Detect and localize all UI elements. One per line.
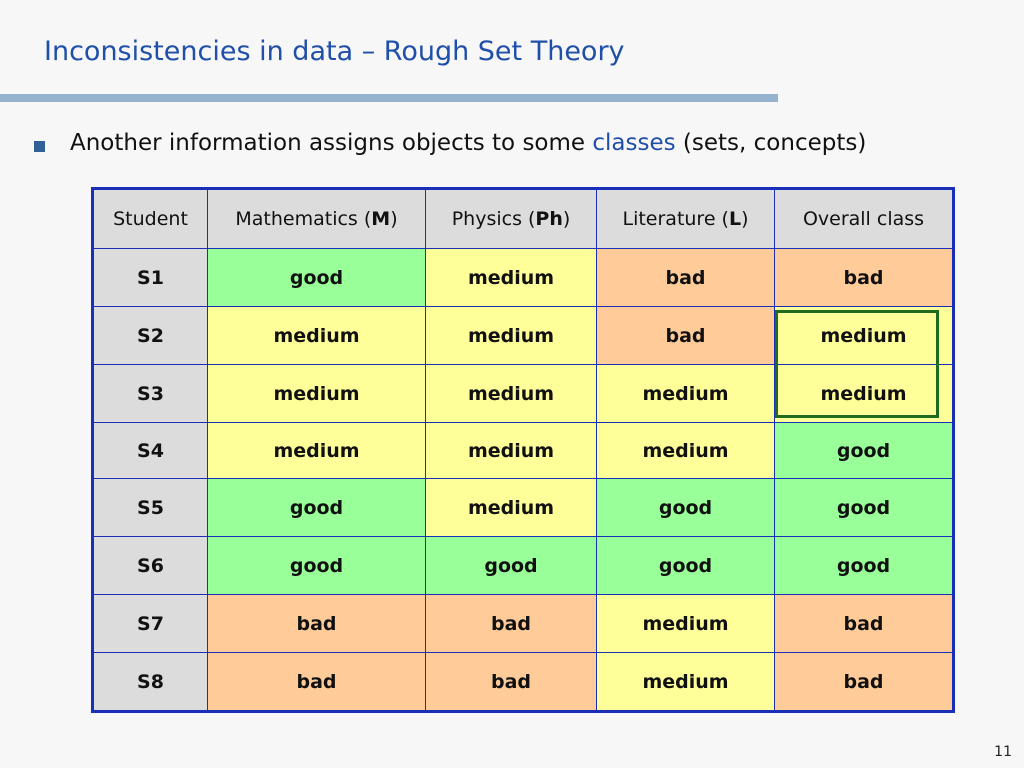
header-student: Student (92, 188, 208, 249)
table-row: S7 bad bad medium bad (92, 594, 954, 653)
bullet-text-end: (sets, concepts) (675, 130, 867, 156)
class-cell: bad (774, 594, 954, 653)
header-literature: Literature (L) (596, 188, 775, 249)
header-physics-abbr: Ph (535, 208, 563, 230)
grade-cell: medium (596, 364, 775, 423)
grade-cell: medium (425, 478, 597, 537)
grade-cell: medium (207, 364, 426, 423)
student-id-cell: S1 (92, 248, 208, 307)
header-mathematics-suffix: ) (390, 208, 398, 230)
student-id-cell: S6 (92, 536, 208, 595)
student-grades-table: Student Mathematics (M) Physics (Ph) Lit… (91, 187, 955, 713)
class-cell: medium (774, 364, 954, 423)
header-overall-class-label: Overall class (802, 208, 925, 230)
student-id-cell: S4 (92, 422, 208, 479)
grade-cell: medium (425, 306, 597, 365)
title-underline-bar (0, 94, 778, 102)
grade-cell: bad (207, 652, 426, 712)
table-row: S4 medium medium medium good (92, 422, 954, 479)
bullet-text-start: Another information assigns objects to s… (70, 130, 593, 156)
grade-cell: bad (425, 652, 597, 712)
grade-cell: good (207, 536, 426, 595)
bullet-highlight-classes: classes (592, 130, 676, 156)
table-row: S5 good medium good good (92, 478, 954, 537)
grade-cell: good (425, 536, 597, 595)
class-cell: good (774, 536, 954, 595)
header-physics-label: Physics ( (451, 208, 536, 230)
grade-cell: medium (596, 652, 775, 712)
header-mathematics-abbr: M (371, 208, 391, 230)
grade-cell: bad (207, 594, 426, 653)
class-cell: bad (774, 652, 954, 712)
page-number: 11 (994, 744, 1012, 760)
grade-cell: medium (596, 422, 775, 479)
grade-cell: medium (207, 422, 426, 479)
grade-cell: bad (596, 306, 775, 365)
table-row: S3 medium medium medium medium (92, 364, 954, 423)
grade-cell: bad (425, 594, 597, 653)
grade-cell: medium (425, 364, 597, 423)
square-bullet-icon (34, 141, 45, 152)
grade-cell: good (207, 248, 426, 307)
table-row: S1 good medium bad bad (92, 248, 954, 307)
student-id-cell: S3 (92, 364, 208, 423)
grade-cell: medium (425, 248, 597, 307)
table-row: S6 good good good good (92, 536, 954, 595)
table-row: S2 medium medium bad medium (92, 306, 954, 365)
header-literature-suffix: ) (741, 208, 749, 230)
header-literature-label: Literature ( (622, 208, 729, 230)
grade-cell: medium (425, 422, 597, 479)
header-overall-class: Overall class (774, 188, 954, 249)
class-cell: good (774, 422, 954, 479)
student-id-cell: S8 (92, 652, 208, 712)
header-mathematics: Mathematics (M) (207, 188, 426, 249)
header-literature-abbr: L (728, 208, 742, 230)
grade-cell: good (596, 478, 775, 537)
class-cell: bad (774, 248, 954, 307)
header-physics: Physics (Ph) (425, 188, 597, 249)
grade-cell: medium (596, 594, 775, 653)
grade-cell: good (207, 478, 426, 537)
student-id-cell: S7 (92, 594, 208, 653)
grade-cell: medium (207, 306, 426, 365)
header-mathematics-label: Mathematics ( (235, 208, 372, 230)
table-row: S8 bad bad medium bad (92, 652, 954, 712)
student-id-cell: S5 (92, 478, 208, 537)
student-id-cell: S2 (92, 306, 208, 365)
bullet-text: Another information assigns objects to s… (70, 130, 866, 156)
class-cell: good (774, 478, 954, 537)
grade-cell: good (596, 536, 775, 595)
grade-cell: bad (596, 248, 775, 307)
header-physics-suffix: ) (562, 208, 571, 230)
header-student-label: Student (113, 208, 188, 230)
header-row: Student Mathematics (M) Physics (Ph) Lit… (92, 188, 954, 249)
slide-title: Inconsistencies in data – Rough Set Theo… (44, 36, 625, 67)
class-cell: medium (774, 306, 954, 365)
